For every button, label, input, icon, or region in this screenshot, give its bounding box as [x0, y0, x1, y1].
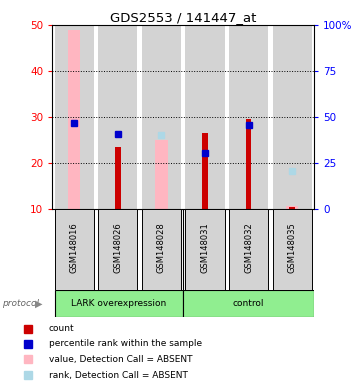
Bar — [142, 209, 181, 290]
Text: rank, Detection Call = ABSENT: rank, Detection Call = ABSENT — [49, 371, 188, 380]
Bar — [155, 140, 168, 209]
Bar — [55, 209, 94, 290]
Text: protocol: protocol — [2, 299, 39, 308]
Bar — [142, 25, 181, 209]
Bar — [98, 25, 138, 209]
Bar — [229, 25, 268, 209]
Text: ▶: ▶ — [35, 298, 42, 308]
Bar — [98, 209, 138, 290]
Bar — [183, 290, 314, 317]
Bar — [273, 209, 312, 290]
Bar — [246, 119, 252, 209]
Text: GSM148035: GSM148035 — [288, 223, 297, 273]
Bar — [290, 207, 295, 209]
Bar — [55, 25, 94, 209]
Bar — [286, 205, 298, 209]
Bar — [273, 25, 312, 209]
Bar — [229, 209, 268, 290]
Text: GSM148016: GSM148016 — [70, 223, 79, 273]
Text: percentile rank within the sample: percentile rank within the sample — [49, 339, 202, 348]
Text: control: control — [233, 299, 264, 308]
Text: value, Detection Call = ABSENT: value, Detection Call = ABSENT — [49, 355, 192, 364]
Bar — [186, 25, 225, 209]
Bar — [202, 133, 208, 209]
Text: count: count — [49, 324, 74, 333]
Bar — [55, 290, 183, 317]
Text: GSM148028: GSM148028 — [157, 223, 166, 273]
Text: GSM148026: GSM148026 — [113, 223, 122, 273]
Text: GSM148031: GSM148031 — [200, 223, 209, 273]
Title: GDS2553 / 141447_at: GDS2553 / 141447_at — [110, 11, 256, 24]
Text: LARK overexpression: LARK overexpression — [71, 299, 166, 308]
Bar — [68, 30, 80, 209]
Bar — [186, 209, 225, 290]
Bar — [115, 147, 121, 209]
Text: GSM148032: GSM148032 — [244, 223, 253, 273]
